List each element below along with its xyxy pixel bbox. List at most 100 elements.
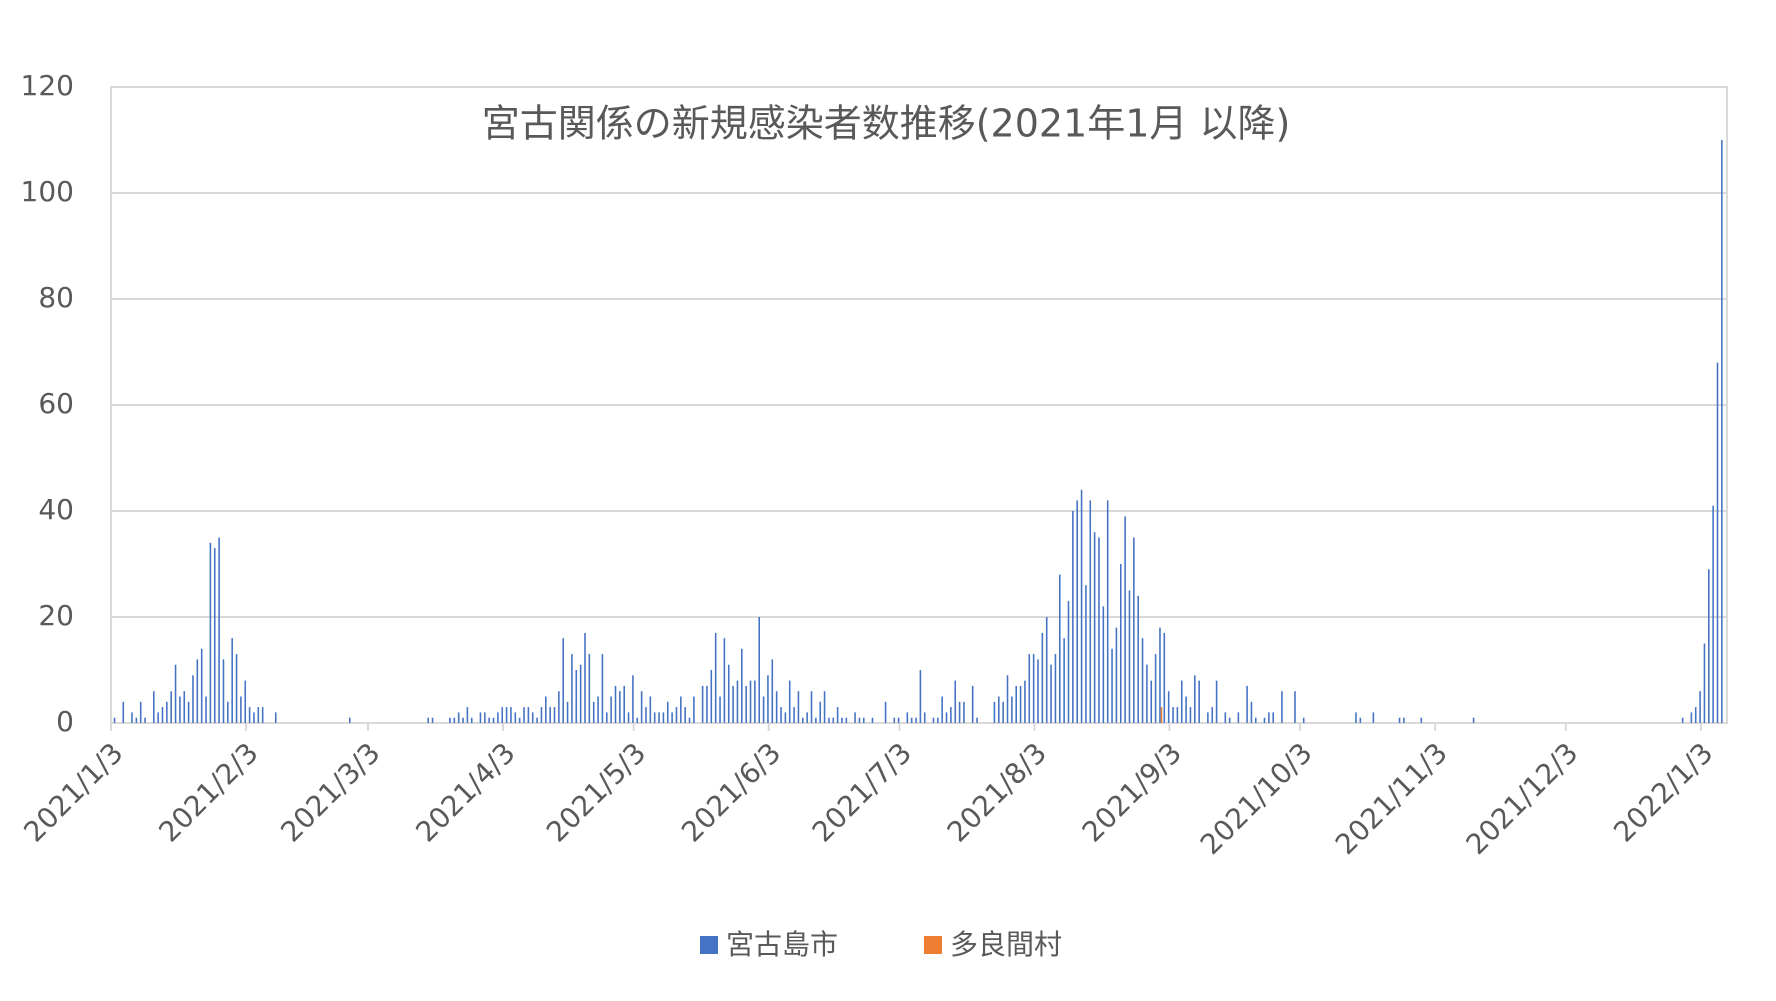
bar xyxy=(139,701,142,723)
bar xyxy=(601,654,604,723)
bar xyxy=(819,701,821,723)
bar xyxy=(762,696,765,723)
bar xyxy=(218,537,220,723)
bar xyxy=(1398,717,1401,723)
bar xyxy=(649,696,652,723)
bar xyxy=(706,685,708,723)
bar xyxy=(610,696,612,723)
bar xyxy=(453,717,456,723)
bar xyxy=(231,638,233,723)
bar xyxy=(1028,654,1031,723)
bar xyxy=(1015,685,1018,723)
bar xyxy=(261,707,264,723)
bar xyxy=(501,707,504,723)
bar xyxy=(675,707,678,723)
bar xyxy=(131,712,133,723)
y-tick-label: 40 xyxy=(38,493,74,526)
bar xyxy=(449,717,451,723)
bar xyxy=(810,691,813,723)
bar xyxy=(1002,701,1004,723)
bar xyxy=(192,675,194,723)
x-tick-label: 2021/10/3 xyxy=(1194,736,1319,861)
bar xyxy=(523,707,525,723)
bar xyxy=(1180,680,1183,723)
bar xyxy=(614,685,617,723)
bar xyxy=(784,712,787,723)
y-tick-label: 60 xyxy=(38,387,74,420)
x-tick-label: 2021/2/3 xyxy=(152,736,264,848)
bar xyxy=(754,680,756,723)
bar xyxy=(1246,685,1248,723)
bar xyxy=(588,654,591,723)
bar xyxy=(492,717,495,723)
bar xyxy=(915,717,917,723)
bar xyxy=(1694,707,1697,723)
bar xyxy=(457,712,460,723)
x-tick-label: 2021/8/3 xyxy=(941,736,1053,848)
bar xyxy=(1124,516,1126,723)
bar xyxy=(462,717,464,723)
bar xyxy=(1119,564,1122,723)
bar xyxy=(945,712,948,723)
bar xyxy=(1721,140,1723,723)
bar xyxy=(727,664,730,723)
bar xyxy=(788,680,791,723)
x-tick-label: 2021/9/3 xyxy=(1076,736,1188,848)
y-tick-label: 100 xyxy=(21,175,74,208)
bar xyxy=(536,717,538,723)
bar xyxy=(157,712,159,723)
x-tick-label: 2021/3/3 xyxy=(274,736,386,848)
bar xyxy=(1712,505,1714,723)
legend-swatch xyxy=(924,936,942,954)
bar xyxy=(1372,712,1375,723)
bar xyxy=(1359,717,1362,723)
bar xyxy=(910,717,913,723)
bar xyxy=(510,707,512,723)
bar xyxy=(1111,648,1113,723)
bar xyxy=(1141,638,1144,723)
bar xyxy=(871,717,874,723)
bar xyxy=(841,717,843,723)
bar xyxy=(1172,707,1174,723)
x-tick-label: 2021/6/3 xyxy=(675,736,787,848)
bar xyxy=(1699,691,1701,723)
bar xyxy=(736,680,739,723)
bar xyxy=(1281,691,1283,723)
bar xyxy=(1355,712,1357,723)
bar xyxy=(209,542,212,723)
bar xyxy=(671,712,673,723)
bar xyxy=(623,685,625,723)
bar xyxy=(741,648,743,723)
bar xyxy=(1159,627,1161,723)
bar xyxy=(993,701,996,723)
bar xyxy=(466,707,469,723)
bar xyxy=(1211,707,1214,723)
bar xyxy=(257,707,260,723)
bar xyxy=(710,670,713,723)
x-tick-label: 2021/5/3 xyxy=(540,736,652,848)
bar xyxy=(1058,574,1061,723)
bar xyxy=(1255,717,1257,723)
bar xyxy=(758,617,761,723)
bar xyxy=(767,675,769,723)
y-tick-label: 120 xyxy=(21,69,74,102)
bar xyxy=(806,712,808,723)
bar xyxy=(505,707,508,723)
bar xyxy=(274,712,277,723)
bar xyxy=(484,712,486,723)
bar xyxy=(566,701,569,723)
bar xyxy=(179,696,181,723)
bar xyxy=(527,707,530,723)
bar xyxy=(780,707,782,723)
bar xyxy=(775,691,778,723)
bar xyxy=(749,680,752,723)
bar xyxy=(540,707,543,723)
bar xyxy=(1163,632,1166,723)
bar xyxy=(619,691,621,723)
bar xyxy=(161,707,164,723)
bar xyxy=(1420,717,1423,723)
y-tick-label: 80 xyxy=(38,281,74,314)
bar xyxy=(1472,717,1475,723)
bar xyxy=(431,717,434,723)
